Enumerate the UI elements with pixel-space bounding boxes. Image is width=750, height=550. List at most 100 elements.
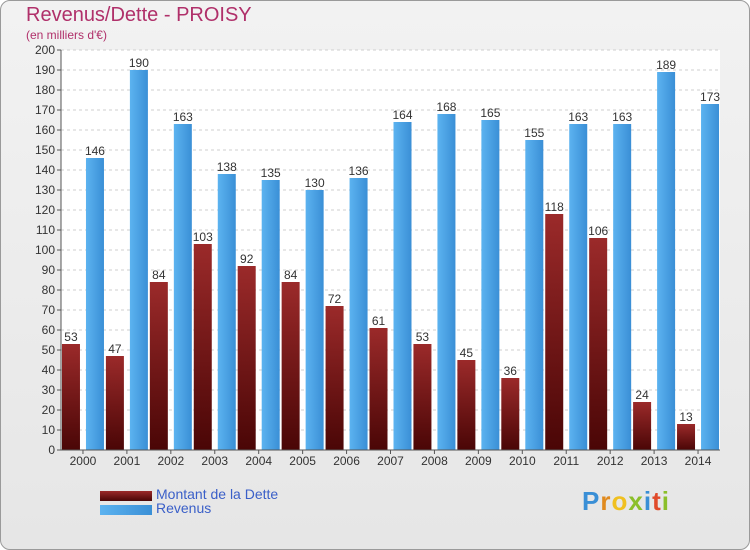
y-tick-label: 90: [42, 263, 56, 277]
chart-title: Revenus/Dette - PROISY: [26, 4, 252, 26]
bar-dette: [237, 266, 256, 450]
data-label-revenus: 135: [261, 166, 281, 180]
bar-dette: [457, 360, 476, 450]
y-tick-label: 10: [42, 423, 56, 437]
bar-dette: [589, 238, 608, 450]
data-label-revenus: 165: [480, 106, 500, 120]
data-label-dette: 84: [152, 268, 166, 282]
data-label-dette: 118: [545, 200, 564, 214]
bar-revenus: [393, 122, 412, 450]
data-label-dette: 45: [460, 346, 474, 360]
y-tick-label: 100: [35, 243, 55, 257]
data-label-dette: 61: [372, 314, 386, 328]
legend-label-debt: Montant de la Dette: [156, 486, 279, 502]
bar-revenus: [437, 114, 456, 450]
x-tick-label: 2004: [245, 454, 272, 468]
data-label-revenus: 168: [436, 100, 456, 114]
x-tick-label: 2007: [377, 454, 404, 468]
y-tick-label: 150: [35, 143, 55, 157]
data-label-dette: 72: [328, 292, 342, 306]
data-label-revenus: 146: [85, 144, 105, 158]
data-label-dette: 53: [416, 330, 430, 344]
legend-label-revenus: Revenus: [156, 500, 212, 516]
y-tick-label: 130: [35, 183, 55, 197]
bar-revenus: [349, 178, 368, 450]
data-label-revenus: 189: [656, 58, 676, 72]
bar-revenus: [261, 180, 280, 450]
bar-revenus: [173, 124, 192, 450]
y-tick-label: 0: [48, 443, 55, 457]
bar-revenus: [85, 158, 104, 450]
bar-dette: [633, 402, 652, 450]
data-label-dette: 92: [240, 252, 254, 266]
proxiti-logo: Proxiti: [582, 486, 670, 516]
bar-dette: [369, 328, 388, 450]
bar-revenus: [613, 124, 632, 450]
bar-revenus: [481, 120, 500, 450]
y-tick-label: 140: [35, 163, 55, 177]
bar-dette: [281, 282, 300, 450]
y-tick-label: 170: [35, 103, 55, 117]
data-label-revenus: 130: [305, 176, 325, 190]
bar-dette: [105, 356, 124, 450]
legend-swatch-revenus: [100, 505, 152, 515]
bar-dette: [545, 214, 564, 450]
data-label-revenus: 136: [349, 164, 369, 178]
bar-dette: [501, 378, 520, 450]
x-tick-label: 2000: [70, 454, 97, 468]
data-label-revenus: 163: [173, 110, 193, 124]
data-label-dette: 53: [64, 330, 78, 344]
bar-revenus: [569, 124, 588, 450]
y-tick-label: 70: [42, 303, 56, 317]
data-label-dette: 106: [588, 224, 608, 238]
bar-revenus: [305, 190, 324, 450]
data-label-dette: 36: [504, 364, 518, 378]
bar-revenus: [217, 174, 236, 450]
data-label-dette: 24: [635, 388, 649, 402]
data-label-dette: 47: [108, 342, 122, 356]
bar-dette: [677, 424, 696, 450]
x-tick-label: 2008: [421, 454, 448, 468]
x-tick-label: 2014: [685, 454, 712, 468]
y-tick-label: 50: [42, 343, 56, 357]
bar-revenus: [129, 70, 148, 450]
y-tick-label: 20: [42, 403, 56, 417]
bar-dette: [325, 306, 344, 450]
data-label-revenus: 190: [129, 56, 149, 70]
y-tick-label: 110: [36, 223, 55, 237]
x-tick-label: 2001: [114, 454, 141, 468]
y-tick-label: 80: [42, 283, 56, 297]
x-tick-label: 2013: [641, 454, 668, 468]
x-tick-label: 2005: [289, 454, 316, 468]
y-tick-label: 30: [42, 383, 56, 397]
bar-revenus: [657, 72, 676, 450]
y-tick-label: 160: [35, 123, 55, 137]
x-tick-label: 2003: [201, 454, 228, 468]
legend-swatch-debt: [100, 491, 152, 501]
data-label-revenus: 173: [700, 90, 720, 104]
x-tick-label: 2011: [553, 454, 579, 468]
data-label-dette: 84: [284, 268, 298, 282]
y-tick-label: 190: [35, 63, 55, 77]
bar-revenus: [525, 140, 544, 450]
bar-revenus: [701, 104, 720, 450]
bar-dette: [413, 344, 432, 450]
data-label-revenus: 164: [392, 108, 412, 122]
data-label-dette: 103: [193, 230, 213, 244]
y-tick-label: 180: [35, 83, 55, 97]
y-tick-label: 120: [35, 203, 55, 217]
x-tick-label: 2010: [509, 454, 536, 468]
data-label-dette: 13: [679, 410, 693, 424]
data-label-revenus: 155: [524, 126, 544, 140]
bar-dette: [61, 344, 80, 450]
data-label-revenus: 138: [217, 160, 237, 174]
bar-dette: [149, 282, 168, 450]
y-tick-label: 200: [35, 43, 55, 57]
x-tick-label: 2002: [157, 454, 184, 468]
x-tick-label: 2012: [597, 454, 624, 468]
data-label-revenus: 163: [568, 110, 588, 124]
bar-dette: [193, 244, 212, 450]
x-tick-label: 2006: [333, 454, 360, 468]
data-label-revenus: 163: [612, 110, 632, 124]
